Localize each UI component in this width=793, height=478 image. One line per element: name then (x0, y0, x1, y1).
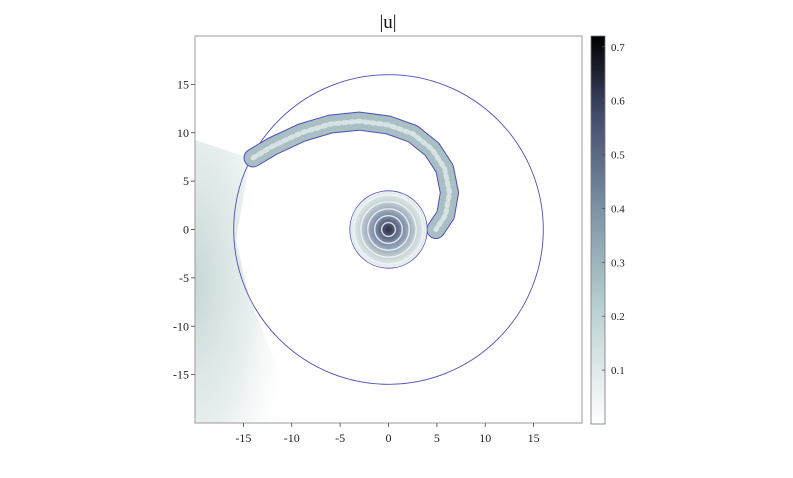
colorbar-tick-label: 0.3 (611, 257, 625, 269)
x-tick-label: 0 (386, 431, 392, 445)
plot-layer (233, 74, 544, 385)
colorbar-tick-label: 0.4 (611, 203, 625, 215)
colorbar-tick-label: 0.2 (611, 311, 625, 323)
x-axis-ticks: -15 -10 -5 0 5 10 15 (235, 423, 540, 445)
colorbar-tick-label: 0.1 (611, 365, 625, 377)
colorbar-ticks: 0.1 0.2 0.3 0.4 0.5 0.6 0.7 (602, 42, 625, 377)
colorbar-tick-label: 0.7 (611, 42, 625, 54)
y-tick-label: 5 (183, 174, 189, 188)
inner-disk-ripple-ring (367, 208, 410, 251)
chart-title: |u| (379, 12, 396, 33)
x-tick-label: 5 (434, 431, 440, 445)
colorbar (590, 35, 606, 425)
x-tick-label: -5 (335, 431, 345, 445)
y-tick-label: -10 (173, 319, 189, 333)
y-tick-label: 0 (183, 223, 189, 237)
inner-disk-ripple-ring (360, 201, 417, 258)
outer-circle-boundary (233, 74, 544, 385)
x-tick-label: 15 (528, 431, 540, 445)
y-tick-label: 15 (177, 77, 189, 91)
y-tick-label: -15 (173, 368, 189, 382)
x-tick-label: 10 (479, 431, 491, 445)
y-axis-ticks: 15 10 5 0 -5 -10 -15 (173, 77, 195, 382)
spiral-arm-ripples (250, 118, 452, 232)
left-edge-wave-field (195, 140, 300, 423)
inner-disk-ripple-ring (353, 194, 424, 265)
y-tick-label: 10 (177, 126, 189, 140)
inner-disk-ripple-ring (380, 221, 397, 238)
x-tick-label: -10 (284, 431, 300, 445)
x-tick-label: -15 (235, 431, 251, 445)
colorbar-tick-label: 0.5 (611, 150, 625, 162)
inner-disk-ripple-ring (373, 214, 404, 245)
plot-area (195, 36, 582, 423)
y-tick-label: -5 (179, 271, 189, 285)
colorbar-tick-label: 0.6 (611, 96, 625, 108)
